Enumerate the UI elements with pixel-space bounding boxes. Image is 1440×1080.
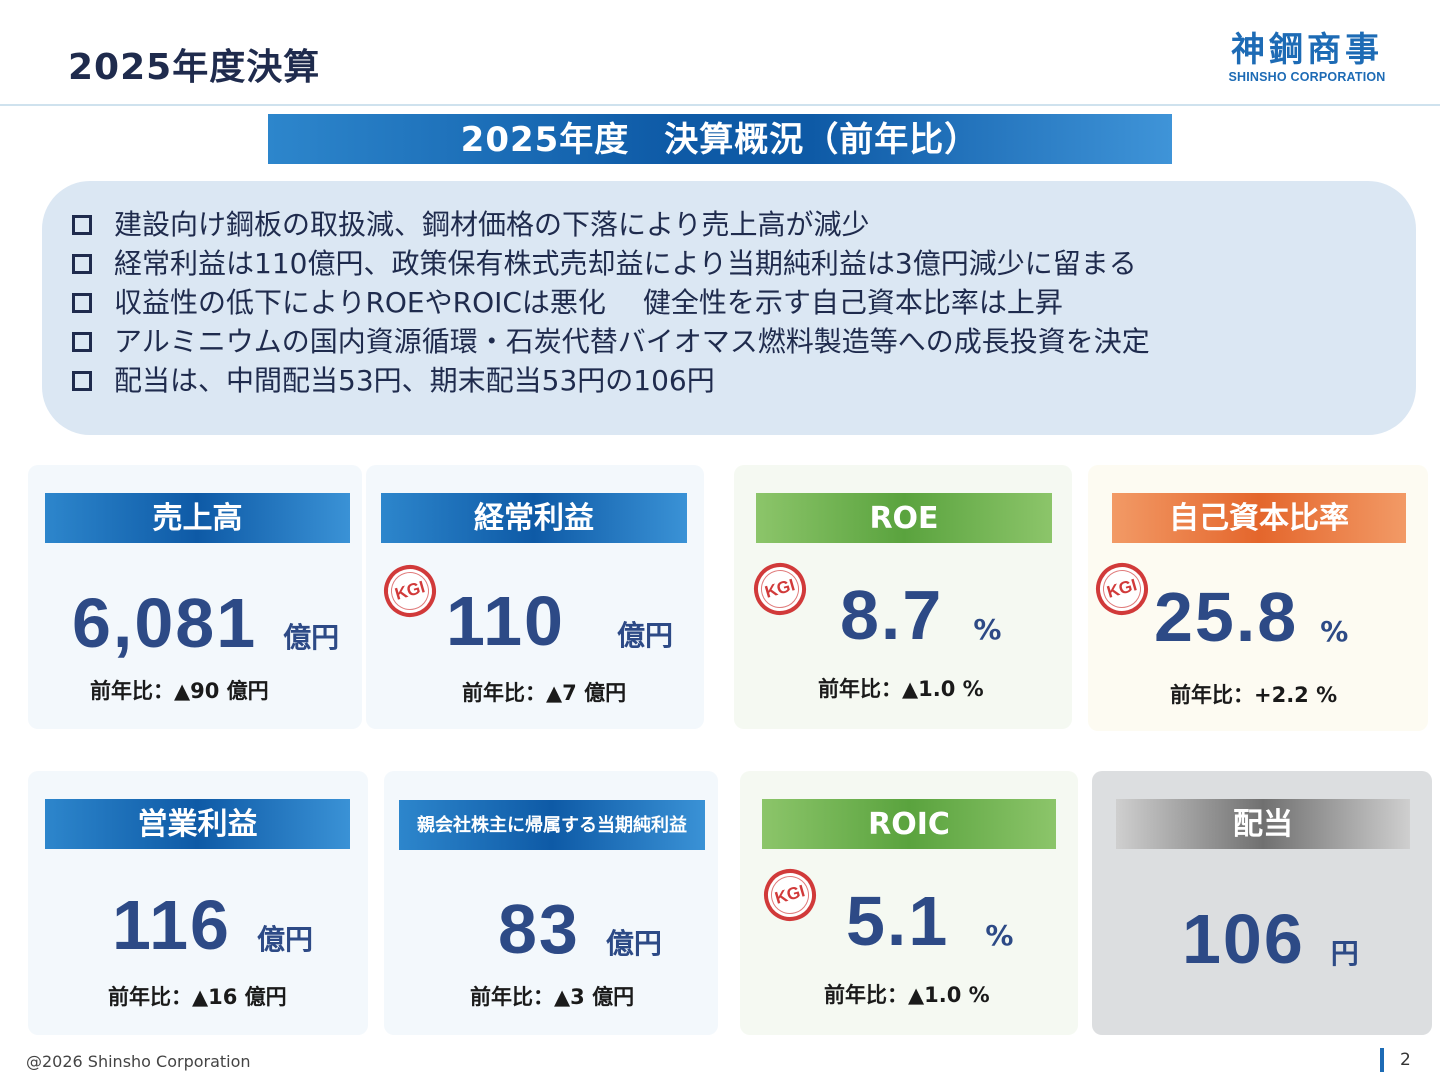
metric-value: 25.8 xyxy=(1154,578,1299,656)
card-title: 配当 xyxy=(1116,799,1410,849)
value-row: 5.1% xyxy=(846,881,1013,961)
yoy-text: 前年比：▲1.0 % xyxy=(824,983,990,1007)
yoy-text: 前年比：+2.2 % xyxy=(1170,683,1338,707)
kgi-stamp-icon: KGI xyxy=(377,558,443,624)
summary-text: 建設向け鋼板の取扱減、鋼材価格の下落により売上高が減少 xyxy=(114,208,870,241)
card-roic: ROIC KGI 5.1% 前年比：▲1.0 % xyxy=(740,771,1078,1035)
kgi-stamp-icon: KGI xyxy=(757,862,823,928)
value-row: 25.8% xyxy=(1154,577,1348,657)
logo-japanese: 神鋼商事 xyxy=(1231,30,1383,70)
card-title: ROIC xyxy=(762,799,1056,849)
metric-value: 6,081 xyxy=(72,584,258,662)
checkbox-bullet-icon xyxy=(72,292,92,313)
logo-english: SHINSHO CORPORATION xyxy=(1228,70,1386,84)
summary-item: 収益性の低下によりROEやROICは悪化 健全性を示す自己資本比率は上昇 xyxy=(72,283,1416,322)
card-ordinary-profit: 経常利益 KGI 110 億円 前年比：▲7 億円 xyxy=(366,465,704,729)
card-operating-profit: 営業利益 116 億円 前年比：▲16 億円 xyxy=(28,771,368,1035)
card-equity-ratio: 自己資本比率 KGI 25.8% 前年比：+2.2 % xyxy=(1088,465,1428,731)
checkbox-bullet-icon xyxy=(72,253,92,274)
section-banner: 2025年度 決算概況（前年比） xyxy=(268,114,1172,164)
kgi-stamp-icon: KGI xyxy=(747,556,813,622)
metric-value: 106 xyxy=(1182,900,1305,978)
summary-text: 経常利益は110億円、政策保有株式売却益により当期純利益は3億円減少に留まる xyxy=(114,247,1137,280)
page-number: 2 xyxy=(1400,1050,1411,1070)
checkbox-bullet-icon xyxy=(72,370,92,391)
checkbox-bullet-icon xyxy=(72,214,92,235)
summary-panel: 建設向け鋼板の取扱減、鋼材価格の下落により売上高が減少 経常利益は110億円、政… xyxy=(42,181,1416,435)
footer-accent-bar xyxy=(1380,1048,1384,1072)
summary-text: アルミニウムの国内資源循環・石炭代替バイオマス燃料製造等への成長投資を決定 xyxy=(114,325,1150,358)
metric-unit: 億円 xyxy=(256,923,313,956)
value-row: 110 億円 xyxy=(446,581,673,661)
value-row: 6,081 億円 xyxy=(72,583,339,663)
value-row: 106 円 xyxy=(1182,899,1359,979)
card-net-income: 親会社株主に帰属する当期純利益 83 億円 前年比：▲3 億円 xyxy=(384,771,718,1035)
yoy-text: 前年比：▲7 億円 xyxy=(462,681,627,705)
metric-unit: % xyxy=(985,919,1014,952)
yoy-text: 前年比：▲16 億円 xyxy=(108,985,287,1009)
metric-unit: % xyxy=(973,613,1002,646)
card-title: 売上高 xyxy=(45,493,350,543)
card-roe: ROE KGI 8.7% 前年比：▲1.0 % xyxy=(734,465,1072,729)
yoy-text: 前年比：▲90 億円 xyxy=(90,679,269,703)
summary-list: 建設向け鋼板の取扱減、鋼材価格の下落により売上高が減少 経常利益は110億円、政… xyxy=(42,181,1416,400)
yoy-text: 前年比：▲3 億円 xyxy=(470,985,635,1009)
page-title: 2025年度決算 xyxy=(68,47,321,88)
summary-item: 配当は、中間配当53円、期末配当53円の106円 xyxy=(72,361,1416,400)
metric-value: 116 xyxy=(112,886,231,964)
value-row: 116 億円 xyxy=(112,885,313,965)
summary-item: アルミニウムの国内資源循環・石炭代替バイオマス燃料製造等への成長投資を決定 xyxy=(72,322,1416,361)
metric-unit: 億円 xyxy=(605,927,662,960)
metric-unit: 億円 xyxy=(283,621,340,654)
metric-value: 110 xyxy=(446,582,565,660)
company-logo: 神鋼商事 SHINSHO CORPORATION xyxy=(1214,30,1400,84)
card-title: ROE xyxy=(756,493,1052,543)
value-row: 8.7% xyxy=(840,575,1001,655)
metric-value: 83 xyxy=(498,890,580,968)
summary-text: 配当は、中間配当53円、期末配当53円の106円 xyxy=(114,364,715,397)
metric-unit: 円 xyxy=(1330,937,1359,970)
card-title: 自己資本比率 xyxy=(1112,493,1406,543)
card-sales: 売上高 6,081 億円 前年比：▲90 億円 xyxy=(28,465,362,729)
metric-value: 5.1 xyxy=(846,882,950,960)
metric-unit: 億円 xyxy=(616,619,673,652)
summary-text: 収益性の低下によりROEやROICは悪化 健全性を示す自己資本比率は上昇 xyxy=(114,286,1063,319)
yoy-text: 前年比：▲1.0 % xyxy=(818,677,984,701)
kgi-stamp-icon: KGI xyxy=(1089,556,1155,622)
checkbox-bullet-icon xyxy=(72,331,92,352)
summary-item: 経常利益は110億円、政策保有株式売却益により当期純利益は3億円減少に留まる xyxy=(72,244,1416,283)
value-row: 83 億円 xyxy=(498,889,662,969)
metric-unit: % xyxy=(1320,615,1349,648)
footer-copyright: @2026 Shinsho Corporation xyxy=(26,1052,251,1071)
card-dividend: 配当 106 円 xyxy=(1092,771,1432,1035)
summary-item: 建設向け鋼板の取扱減、鋼材価格の下落により売上高が減少 xyxy=(72,205,1416,244)
header-divider xyxy=(0,104,1440,106)
card-title: 親会社株主に帰属する当期純利益 xyxy=(399,800,705,850)
metric-value: 8.7 xyxy=(840,576,944,654)
card-title: 営業利益 xyxy=(45,799,350,849)
card-title: 経常利益 xyxy=(381,493,687,543)
